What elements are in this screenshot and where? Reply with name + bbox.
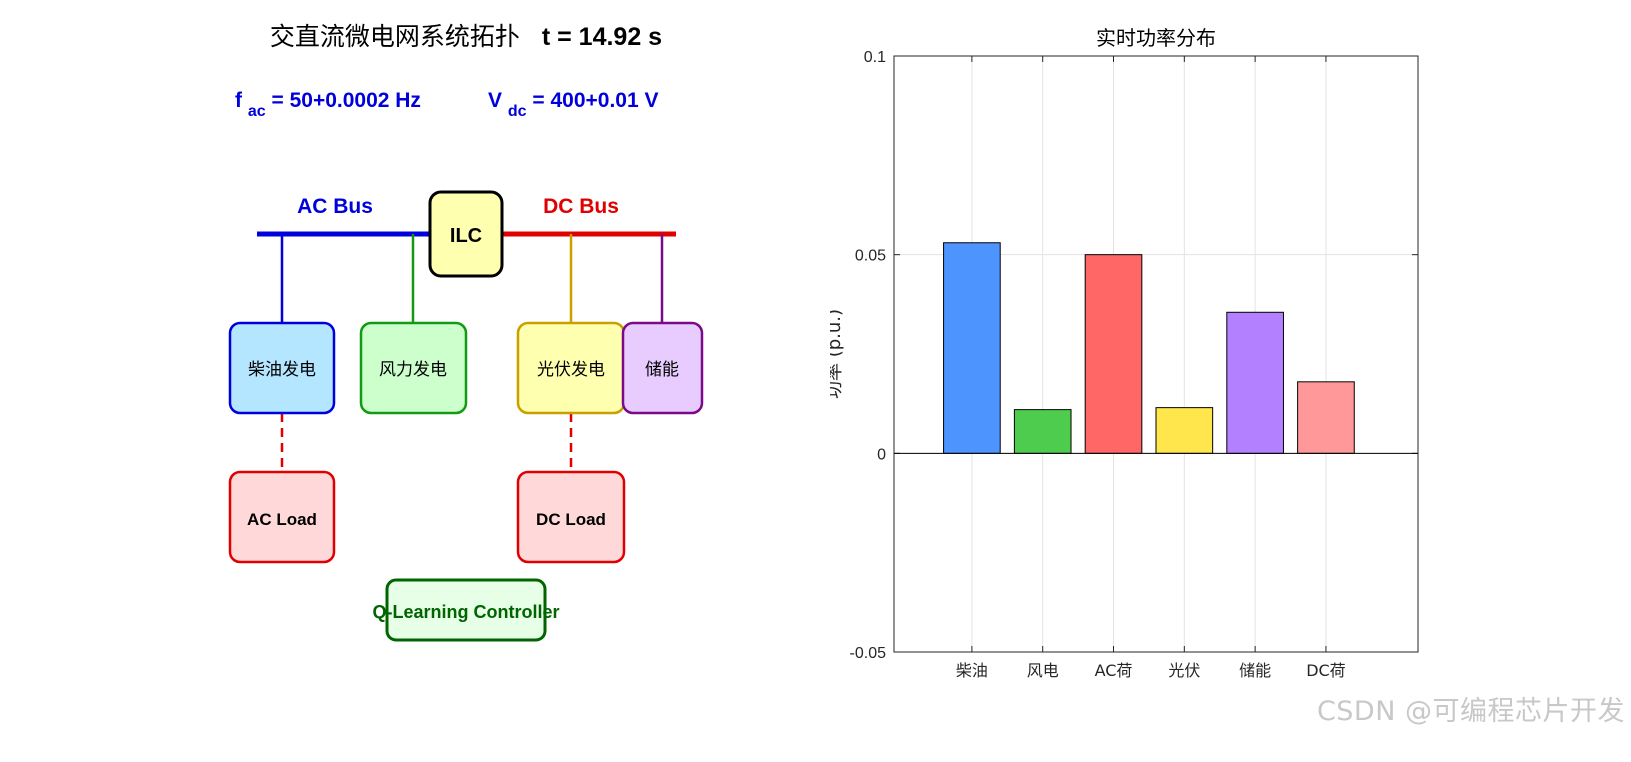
topology-title-text: 交直流微电网系统拓扑 xyxy=(270,22,520,51)
ac-load-box xyxy=(228,470,336,564)
x-tick-label: 风电 xyxy=(1027,661,1059,680)
bar-1 xyxy=(943,242,1001,454)
ac-load-label: AC Load xyxy=(247,510,317,529)
y-axis-label: 功率 (p.u.) xyxy=(830,309,845,399)
diesel-label: 柴油发电 xyxy=(248,360,316,380)
ilc-label: ILC xyxy=(450,225,482,247)
watermark: CSDN @可编程芯片开发 xyxy=(1316,696,1625,727)
x-tick-label: 柴油 xyxy=(956,661,988,680)
y-tick-labels: -0.05 0 0.05 0.1 xyxy=(850,49,887,662)
y-tick-label: 0 xyxy=(877,446,886,463)
chart-bars xyxy=(943,242,1355,454)
topology-title-time: t = 14.92 s xyxy=(542,23,662,51)
storage-label: 储能 xyxy=(645,360,679,380)
controller-box xyxy=(385,578,547,642)
ac-load-node: AC Load xyxy=(228,470,336,564)
dc-load-node: DC Load xyxy=(516,470,626,564)
pv-label: 光伏发电 xyxy=(537,360,605,380)
controller-label: Q-Learning Controller xyxy=(372,602,559,622)
x-tick-labels: 柴油 风电 AC荷 光伏 储能 DC荷 xyxy=(956,661,1346,680)
plot-frame xyxy=(893,55,1419,653)
bar-5 xyxy=(1226,311,1284,454)
ilc-box xyxy=(428,190,504,278)
wind-box xyxy=(359,321,468,415)
ilc-node: ILC xyxy=(428,190,504,278)
y-tick-label: 0.05 xyxy=(855,248,886,265)
pv-node: 光伏发电 xyxy=(516,321,626,415)
ac-bus-label: AC Bus xyxy=(297,195,373,218)
freq-subscript: ac xyxy=(248,103,266,120)
storage-box xyxy=(621,321,704,415)
bar-2 xyxy=(1013,409,1072,454)
bar-6 xyxy=(1297,381,1355,454)
dc-load-box xyxy=(516,470,626,564)
freq-symbol: f xyxy=(235,89,243,112)
volt-value: = 400+0.01 V xyxy=(532,89,658,112)
diesel-node: 柴油发电 xyxy=(228,321,336,415)
x-tick-label: DC荷 xyxy=(1306,661,1346,680)
controller-node: Q-Learning Controller xyxy=(372,578,560,642)
x-tick-label: 储能 xyxy=(1239,661,1271,680)
freq-readout: f ac = 50+0.0002 Hz xyxy=(235,89,421,121)
y-tick-label: -0.05 xyxy=(850,645,887,662)
diesel-box xyxy=(228,321,336,415)
dc-load-label: DC Load xyxy=(536,510,606,529)
y-tick-label: 0.1 xyxy=(864,49,886,66)
dc-bus-label: DC Bus xyxy=(543,195,619,218)
volt-symbol: V xyxy=(488,89,502,112)
volt-subscript: dc xyxy=(508,103,527,120)
topology-diagram: 交直流微电网系统拓扑 t = 14.92 s f ac = 50+0.0002 … xyxy=(228,22,704,642)
storage-node: 储能 xyxy=(621,321,704,415)
chart-title: 实时功率分布 xyxy=(1096,26,1216,50)
wind-node: 风力发电 xyxy=(359,321,468,415)
power-bar-chart: -0.05 0 0.05 0.1 柴油 风电 AC荷 光伏 储能 DC荷 实时功率分布 功率 (… xyxy=(830,26,1419,680)
x-tick-label: AC荷 xyxy=(1095,661,1133,680)
wind-label: 风力发电 xyxy=(379,360,447,380)
bar-4 xyxy=(1155,407,1214,454)
freq-value: = 50+0.0002 Hz xyxy=(271,89,420,112)
x-tick-label: 光伏 xyxy=(1168,661,1200,680)
topology-title: 交直流微电网系统拓扑 t = 14.92 s xyxy=(270,22,662,51)
volt-readout: V dc = 400+0.01 V xyxy=(488,89,659,121)
bar-3 xyxy=(1084,254,1143,454)
